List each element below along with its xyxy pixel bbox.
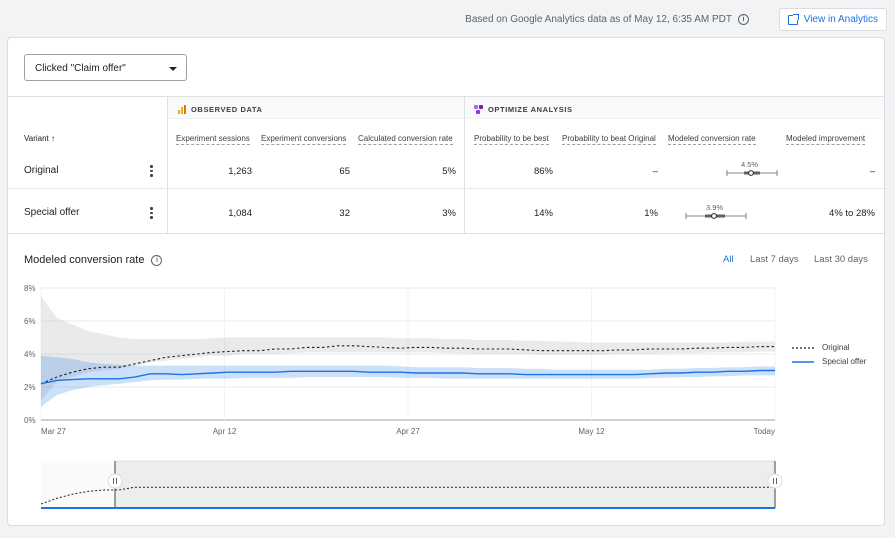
prob-best-column-header[interactable]: Probability to be best [474, 134, 549, 145]
modeled-rate-value: 3.9% [706, 203, 724, 212]
sessions-cell: 1,263 [228, 166, 252, 177]
sessions-column-header[interactable]: Experiment sessions [176, 134, 250, 145]
experiment-report-card: Clicked "Claim offer" OBSERVED DATA OPTI… [7, 37, 885, 526]
optimize-icon [474, 105, 483, 114]
view-in-analytics-label: View in Analytics [803, 14, 878, 25]
legend-item-original: Original [792, 343, 850, 352]
y-tick-label: 8% [24, 284, 36, 293]
x-tick-label: Today [754, 427, 775, 436]
column-divider [167, 97, 168, 234]
solid-line-swatch [792, 360, 814, 363]
open-in-new-icon [787, 13, 799, 25]
range-all[interactable]: All [723, 254, 734, 265]
observed-data-heading: OBSERVED DATA [178, 105, 263, 114]
range-last-30-days[interactable]: Last 30 days [814, 254, 868, 265]
calc-rate-column-header[interactable]: Calculated conversion rate [358, 134, 453, 145]
prob-beat-column-header[interactable]: Probability to beat Original [562, 134, 656, 145]
modeled-rate-interval [726, 170, 778, 176]
more-vert-icon[interactable] [150, 207, 153, 221]
objective-dropdown[interactable]: Clicked "Claim offer" [24, 54, 187, 81]
conversions-cell: 65 [339, 166, 350, 177]
chart-title: Modeled conversion rate [24, 254, 145, 266]
y-tick-label: 2% [24, 383, 36, 392]
x-tick-label: Apr 12 [213, 427, 237, 436]
data-freshness: Based on Google Analytics data as of May… [465, 14, 749, 25]
improvement-column-header[interactable]: Modeled improvement [786, 134, 866, 145]
improvement-cell: 4% to 28% [829, 208, 875, 219]
x-tick-label: Mar 27 [41, 427, 66, 436]
series-line [40, 369, 775, 385]
modeled-rate-value: 4.5% [741, 160, 759, 169]
info-icon[interactable]: i [151, 254, 163, 266]
data-freshness-text: Based on Google Analytics data as of May… [465, 14, 732, 25]
confidence-band [41, 355, 775, 407]
legend-label: Original [822, 343, 850, 352]
selected-range [114, 460, 776, 509]
x-tick-label: Apr 27 [396, 427, 420, 436]
drag-handle-icon[interactable] [107, 473, 123, 489]
improvement-cell: – [869, 166, 875, 177]
prob-beat-cell: – [652, 166, 658, 177]
prob-best-cell: 86% [533, 166, 553, 177]
conversions-cell: 32 [339, 208, 350, 219]
sessions-cell: 1,084 [228, 208, 252, 219]
navigator-series-line [40, 486, 775, 505]
y-tick-label: 4% [24, 350, 36, 359]
more-vert-icon[interactable] [150, 165, 153, 179]
series-line [40, 345, 775, 385]
range-last-7-days[interactable]: Last 7 days [750, 254, 799, 265]
calc-rate-cell: 5% [442, 166, 456, 177]
conversions-column-header[interactable]: Experiment conversions [261, 134, 347, 145]
chart-heading: Modeled conversion rate i [24, 254, 163, 266]
column-divider [464, 97, 465, 234]
top-bar: Based on Google Analytics data as of May… [0, 0, 895, 38]
results-table: OBSERVED DATA OPTIMIZE ANALYSIS Variant … [8, 96, 884, 234]
x-tick-label: May 12 [578, 427, 605, 436]
modeled-conversion-rate-chart: 0% 2% 4% 6% 8% Mar 27 Apr 12 Apr 27 May 12 Today [24, 284, 776, 436]
section-header-band [168, 97, 884, 119]
objective-dropdown-value: Clicked "Claim offer" [35, 63, 126, 74]
row-divider [8, 188, 884, 189]
view-in-analytics-button[interactable]: View in Analytics [778, 8, 887, 31]
info-icon[interactable]: i [738, 14, 749, 25]
legend-item-special-offer: Special offer [792, 357, 866, 366]
optimize-analysis-label: OPTIMIZE ANALYSIS [488, 105, 573, 114]
legend-label: Special offer [822, 357, 867, 366]
drag-handle-icon[interactable] [767, 473, 783, 489]
y-tick-label: 6% [24, 317, 36, 326]
dashed-line-swatch [792, 346, 814, 349]
observed-data-label: OBSERVED DATA [191, 105, 263, 114]
calc-rate-cell: 3% [442, 208, 456, 219]
caret-down-icon [169, 67, 177, 71]
modeled-rate-column-header[interactable]: Modeled conversion rate [668, 134, 756, 145]
prob-best-cell: 14% [533, 208, 553, 219]
variant-name: Special offer [24, 207, 80, 218]
analytics-bars-icon [178, 105, 186, 114]
variant-column-header[interactable]: Variant ↑ [24, 134, 55, 143]
variant-name: Original [24, 165, 59, 176]
optimize-analysis-heading: OPTIMIZE ANALYSIS [474, 105, 573, 114]
prob-beat-cell: 1% [644, 208, 658, 219]
modeled-rate-interval [685, 213, 747, 219]
time-range-navigator[interactable] [8, 456, 885, 514]
y-tick-label: 0% [24, 416, 36, 425]
